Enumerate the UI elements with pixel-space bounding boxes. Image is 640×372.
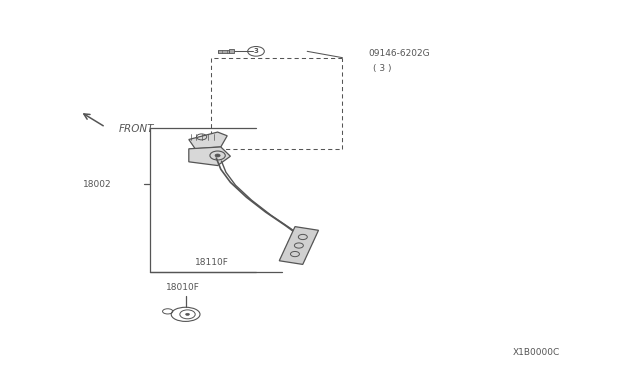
Polygon shape	[189, 147, 230, 166]
Polygon shape	[279, 227, 319, 264]
Text: 18002: 18002	[83, 180, 112, 189]
Bar	[218, 50, 229, 53]
Text: 18010F: 18010F	[166, 283, 199, 292]
Text: 3: 3	[253, 48, 259, 54]
Circle shape	[186, 313, 189, 315]
Text: X1B0000C: X1B0000C	[513, 348, 560, 357]
Text: ( 3 ): ( 3 )	[373, 64, 392, 73]
Text: 18110F: 18110F	[195, 258, 229, 267]
Bar	[229, 49, 234, 54]
Text: 09146-6202G: 09146-6202G	[368, 49, 429, 58]
Text: FRONT: FRONT	[118, 124, 154, 134]
Polygon shape	[189, 132, 227, 149]
Circle shape	[215, 154, 220, 157]
